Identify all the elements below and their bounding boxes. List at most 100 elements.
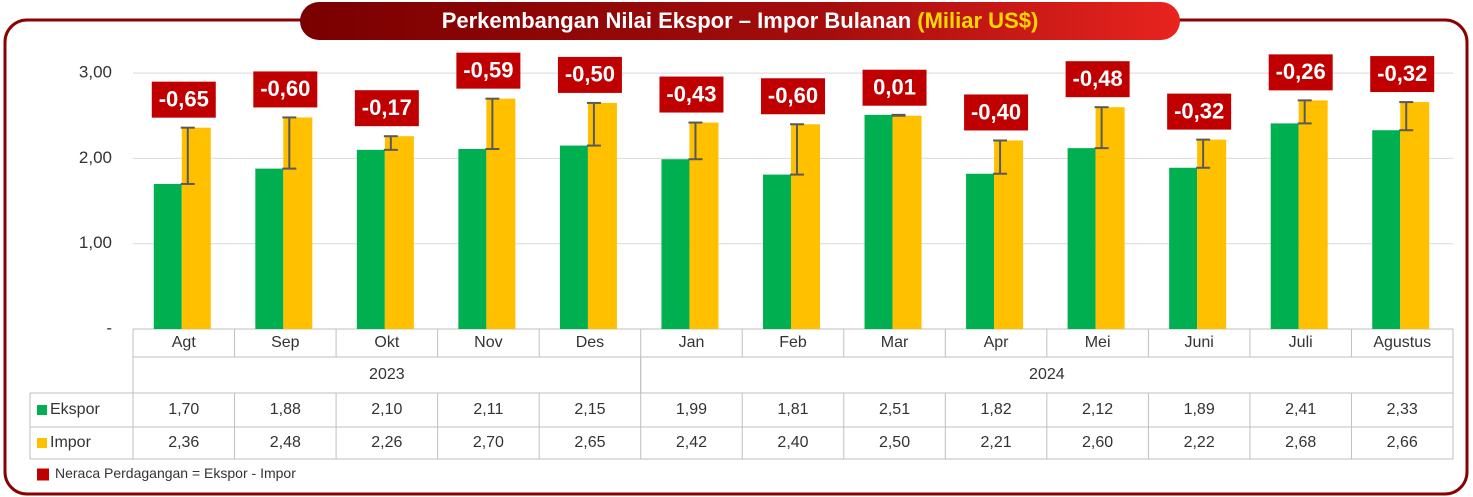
- balance-box: [761, 78, 825, 115]
- bar: [966, 173, 995, 329]
- unit-text: (Miliar US$): [917, 8, 1038, 33]
- balance-box: [1370, 56, 1435, 93]
- table-value: 2,60: [1082, 434, 1113, 451]
- chart-title: Perkembangan Nilai Ekspor – Impor Bulana…: [442, 8, 1039, 33]
- bar: [587, 102, 617, 329]
- balance-label: -0,65: [159, 86, 209, 111]
- table-value: 2,48: [270, 434, 301, 451]
- title-text: Perkembangan Nilai Ekspor – Impor Bulana…: [442, 8, 911, 33]
- balance-label: -0,59: [463, 57, 513, 82]
- balance-box: [964, 94, 1029, 131]
- x-tick-label: Nov: [474, 334, 502, 351]
- x-tick-label: Mar: [881, 334, 909, 351]
- table-value: 2,22: [1184, 434, 1215, 451]
- y-tick-label: 2,00: [79, 148, 112, 167]
- table-value: 2,21: [981, 434, 1012, 451]
- x-tick-label: Des: [576, 334, 604, 351]
- balance-box: [659, 76, 724, 113]
- balance-label: -0,17: [362, 95, 412, 120]
- balance-box: [151, 81, 216, 118]
- table-value: 2,40: [777, 434, 808, 451]
- bar: [1169, 167, 1198, 329]
- x-tick-label: Jan: [679, 334, 705, 351]
- bar: [283, 117, 313, 329]
- bar: [1270, 123, 1299, 329]
- bar: [1095, 107, 1125, 329]
- table-value: 2,42: [676, 434, 707, 451]
- table-value: 2,68: [1285, 434, 1316, 451]
- balance-label: -0,26: [1276, 59, 1326, 84]
- balance-label: -0,60: [260, 76, 310, 101]
- balance-label: -0,40: [971, 99, 1021, 124]
- table-value: 2,10: [371, 401, 402, 418]
- balance-box: [354, 90, 419, 127]
- balance-label: -0,48: [1073, 66, 1123, 91]
- balance-box: [1065, 61, 1130, 98]
- table-value: 1,82: [981, 401, 1012, 418]
- legend-label: Neraca Perdagangan = Ekspor - Impor: [55, 465, 296, 481]
- x-tick-label: Okt: [374, 334, 399, 351]
- frame: [3, 18, 1469, 496]
- y-tick-label: 3,00: [79, 63, 112, 82]
- x-tick-label: Mei: [1085, 334, 1111, 351]
- table-value: 2,15: [574, 401, 605, 418]
- table-value: 2,70: [473, 434, 504, 451]
- bar: [1298, 100, 1328, 329]
- title-pill: [300, 2, 1180, 40]
- legend-label: Impor: [50, 434, 92, 451]
- x-tick-label: Agt: [172, 334, 197, 351]
- x-tick-label: Feb: [779, 334, 807, 351]
- table-value: 1,81: [777, 401, 808, 418]
- balance-box: [557, 56, 622, 93]
- x-tick-label: Apr: [984, 334, 1010, 351]
- table-value: 1,88: [270, 401, 301, 418]
- balance-label: -0,43: [666, 81, 716, 106]
- bar: [255, 168, 284, 329]
- balance-label: -0,50: [565, 62, 615, 87]
- bar: [458, 148, 487, 329]
- y-tick-label: 1,00: [79, 233, 112, 252]
- table-value: 2,33: [1387, 401, 1418, 418]
- legend-swatch: [37, 438, 47, 448]
- bar: [864, 114, 893, 329]
- legend-swatch: [37, 405, 47, 415]
- legend-label: Ekspor: [50, 401, 100, 418]
- balance-box: [1268, 54, 1333, 91]
- bar: [1400, 102, 1430, 329]
- bar: [661, 159, 690, 329]
- bar: [892, 115, 922, 329]
- balance-label: -0,32: [1377, 61, 1427, 86]
- x-tick-label: Sep: [271, 334, 300, 351]
- table-value: 2,11: [473, 401, 503, 418]
- balance-box: [456, 52, 521, 89]
- bar: [1197, 139, 1227, 329]
- balance-label: 0,01: [873, 75, 916, 100]
- table-value: 2,36: [168, 434, 199, 451]
- balance-box: [862, 69, 927, 106]
- balance-label: -0,60: [768, 83, 818, 108]
- table-value: 1,99: [676, 401, 707, 418]
- x-tick-label: Juni: [1184, 334, 1213, 351]
- table-value: 2,41: [1285, 401, 1316, 418]
- bar: [181, 127, 211, 329]
- bar: [1067, 148, 1096, 329]
- bar: [559, 145, 588, 329]
- legend-swatch: [37, 468, 49, 481]
- table-value: 2,51: [879, 401, 910, 418]
- bar: [486, 98, 516, 329]
- bar: [994, 140, 1024, 329]
- table-value: 2,12: [1082, 401, 1113, 418]
- bar: [356, 149, 385, 329]
- bar: [1372, 130, 1401, 329]
- year-label: 2023: [369, 366, 405, 383]
- table-value: 1,70: [168, 401, 199, 418]
- table-value: 2,50: [879, 434, 910, 451]
- bar: [153, 183, 182, 329]
- x-tick-label: Juli: [1289, 334, 1313, 351]
- bar: [384, 136, 414, 329]
- balance-label: -0,32: [1174, 98, 1224, 123]
- bar: [689, 122, 719, 329]
- table-value: 2,65: [574, 434, 605, 451]
- x-tick-label: Agustus: [1373, 334, 1431, 351]
